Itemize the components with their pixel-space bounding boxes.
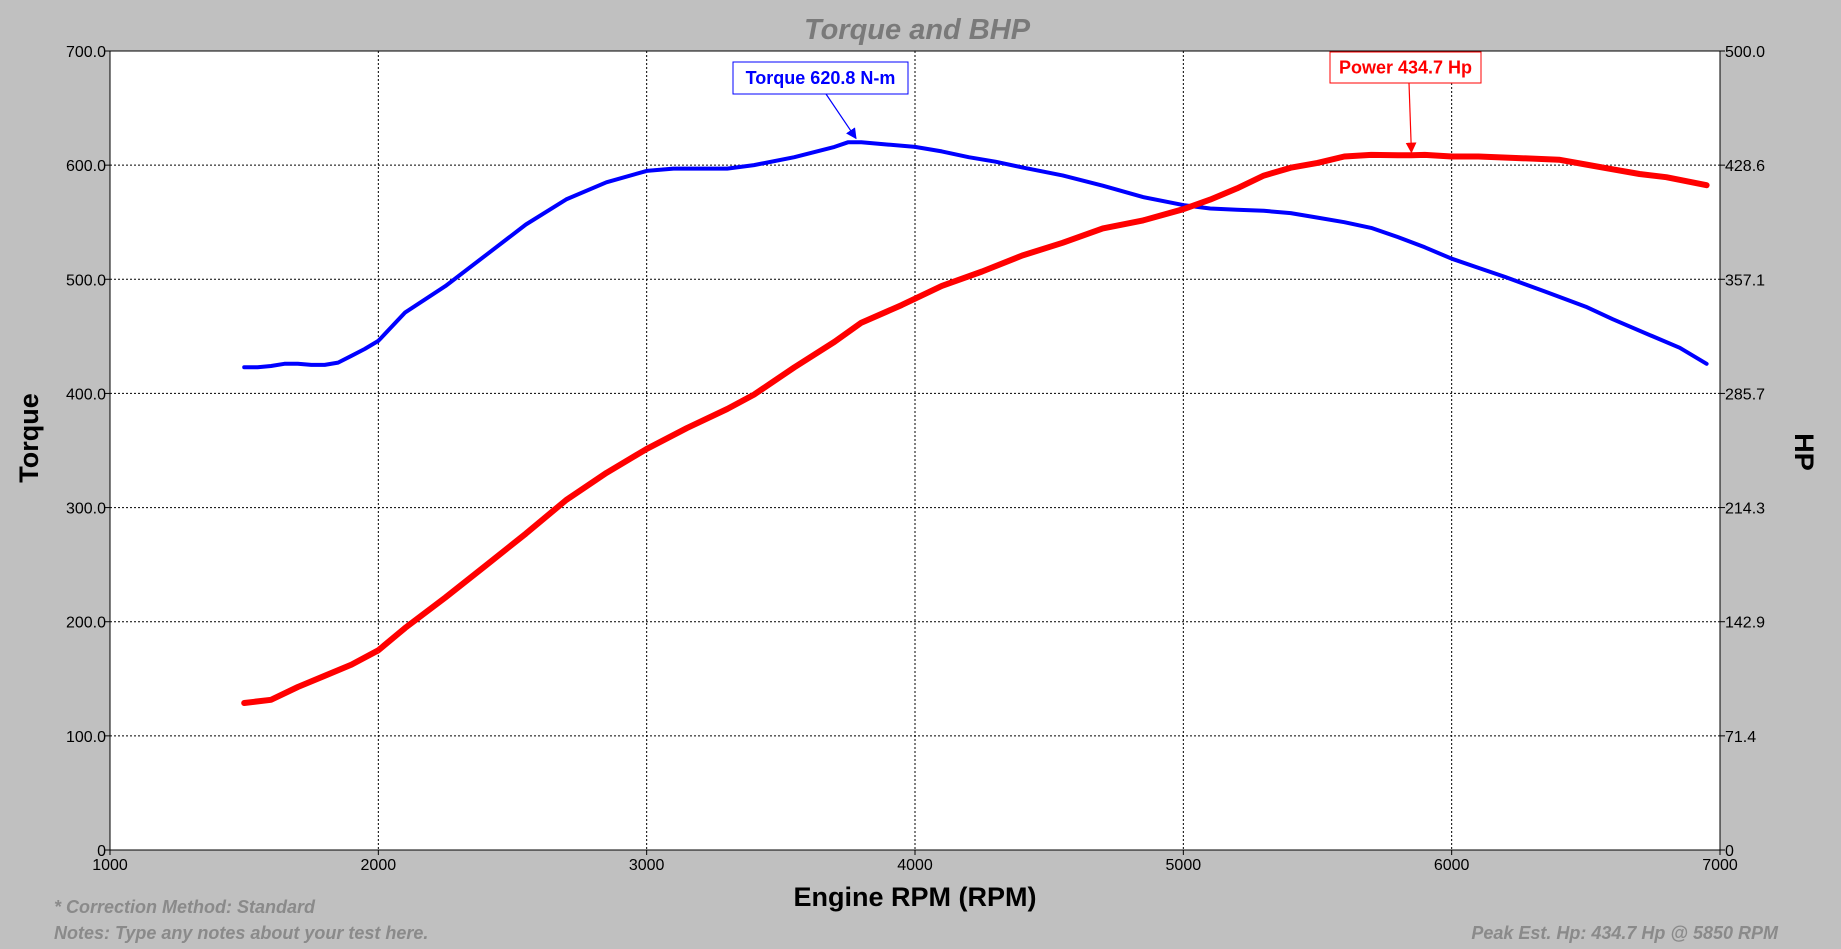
y2-tick-label: 428.6 (1725, 158, 1765, 175)
x-tick-label: 6000 (1434, 857, 1470, 874)
series-lines (241, 140, 1710, 706)
x-tick-label: 7000 (1702, 857, 1738, 874)
grid-lines (110, 51, 1720, 850)
y-tick-label: 200.0 (66, 615, 106, 632)
y2-tick-label: 500.0 (1725, 44, 1765, 61)
torque-peak-label: Torque 620.8 N-m (746, 68, 896, 88)
power-callout-box (1329, 51, 1482, 84)
y-tick-label: 100.0 (66, 729, 106, 746)
test-notes: Notes: Type any notes about your test he… (54, 923, 428, 943)
torque-callout-box (732, 61, 909, 95)
y-tick-label: 300.0 (66, 501, 106, 518)
peak-callouts: Torque 620.8 N-m Power 434.7 Hp (732, 51, 1482, 154)
chart-title: Torque and BHP (804, 14, 1031, 46)
x-tick-label: 4000 (897, 857, 933, 874)
peak-hp-note: Peak Est. Hp: 434.7 Hp @ 5850 RPM (1471, 923, 1779, 943)
x-tick-label: 1000 (92, 857, 128, 874)
y-tick-label: 400.0 (66, 386, 106, 403)
correction-method-note: * Correction Method: Standard (54, 897, 316, 917)
torque-line (242, 140, 1709, 370)
y2-tick-label: 214.3 (1725, 501, 1765, 518)
x-tick-label: 2000 (361, 857, 397, 874)
y-tick-label: 500.0 (66, 272, 106, 289)
torque-callout-pointer (825, 93, 857, 140)
y-axis-title: Torque (14, 393, 44, 483)
y2-tick-label: 0 (1725, 843, 1734, 860)
x-tick-label: 5000 (1166, 857, 1202, 874)
plot-area (109, 50, 1721, 851)
power-callout-pointer (1405, 82, 1417, 154)
power-line (241, 151, 1710, 706)
y-tick-label: 700.0 (66, 44, 106, 61)
power-peak-label: Power 434.7 Hp (1339, 58, 1472, 78)
y2-tick-label: 285.7 (1725, 386, 1765, 403)
y2-tick-label: 357.1 (1725, 272, 1765, 289)
y2-tick-label: 71.4 (1725, 729, 1756, 746)
x-tick-label: 3000 (629, 857, 665, 874)
x-axis-title: Engine RPM (RPM) (794, 882, 1037, 912)
y2-axis-title: HP (1789, 433, 1819, 471)
y-tick-label: 0 (97, 843, 106, 860)
axis-ticks: 1000 2000 3000 4000 5000 6000 70000100.0200.03… (66, 44, 1765, 874)
y2-tick-label: 142.9 (1725, 615, 1765, 632)
y-tick-label: 600.0 (66, 158, 106, 175)
